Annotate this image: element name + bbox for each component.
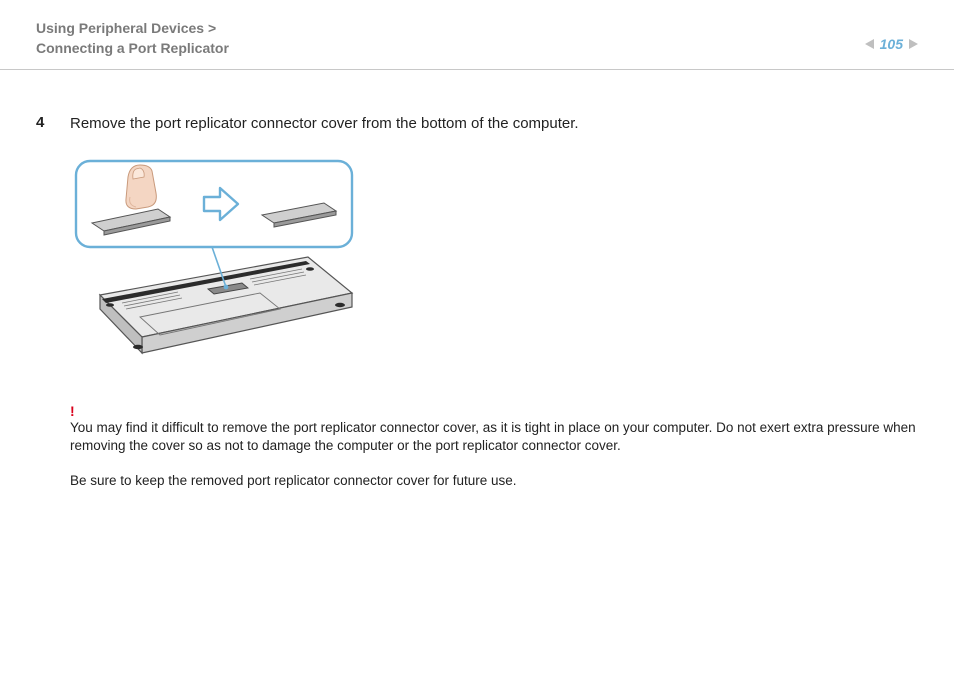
laptop-body <box>100 257 352 353</box>
breadcrumb: Using Peripheral Devices > Connecting a … <box>36 18 229 59</box>
step-row: 4 Remove the port replicator connector c… <box>36 114 918 490</box>
page-content: 4 Remove the port replicator connector c… <box>0 70 954 490</box>
next-page-icon[interactable] <box>909 39 918 49</box>
callout-box <box>76 161 352 247</box>
step-body: Remove the port replicator connector cov… <box>70 114 918 490</box>
warning-block: ! You may find it difficult to remove th… <box>70 403 918 455</box>
note-text: Be sure to keep the removed port replica… <box>70 472 918 490</box>
diagram-svg <box>70 157 370 377</box>
step-instruction: Remove the port replicator connector cov… <box>70 114 918 134</box>
step-number: 4 <box>36 114 48 490</box>
breadcrumb-line2: Connecting a Port Replicator <box>36 38 229 58</box>
breadcrumb-line1: Using Peripheral Devices > <box>36 18 229 38</box>
warning-text: You may find it difficult to remove the … <box>70 419 918 455</box>
page-number: 105 <box>878 36 905 52</box>
prev-page-icon[interactable] <box>865 39 874 49</box>
page-header: Using Peripheral Devices > Connecting a … <box>0 0 954 70</box>
warning-icon: ! <box>70 403 918 419</box>
instruction-figure <box>70 157 918 377</box>
page-nav: 105 <box>865 18 918 52</box>
